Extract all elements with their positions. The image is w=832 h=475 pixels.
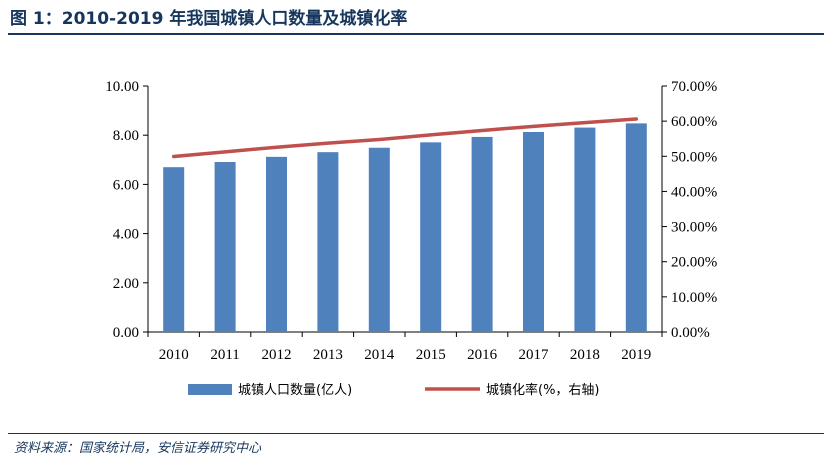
x-tick-label: 2019 (621, 347, 651, 363)
bar-urban-population (574, 127, 596, 332)
x-tick-label: 2010 (159, 347, 189, 363)
bar-urban-population (317, 152, 339, 332)
x-tick-label: 2013 (313, 347, 343, 363)
bar-urban-population (523, 132, 544, 332)
right-tick-label: 10.00% (671, 290, 717, 306)
line-group (171, 117, 639, 159)
chart: 0.00 2.00 4.00 6.00 8.00 10.00 0.00% 10.00% 20.0… (105, 79, 717, 398)
source-note: 资料来源：国家统计局，安信证券研究中心 (14, 441, 262, 456)
bar-urban-population (214, 162, 236, 332)
axes-group: 0.00 2.00 4.00 6.00 8.00 10.00 0.00% 10.00% 20.0… (105, 79, 717, 363)
right-tick-label: 50.00% (671, 149, 717, 165)
legend-line-label: 城镇化率(%，右轴) (486, 382, 600, 398)
left-tick-label: 0.00 (113, 325, 139, 341)
x-tick-label: 2016 (467, 347, 498, 363)
bar-urban-population (625, 123, 647, 332)
legend-bar-swatch (188, 384, 232, 395)
bar-urban-population (420, 142, 442, 332)
left-tick-label: 4.00 (113, 227, 139, 243)
bar-urban-population (471, 136, 493, 332)
x-tick-label: 2011 (210, 347, 239, 363)
legend-bar-label: 城镇人口数量(亿人) (238, 383, 352, 398)
bars-group (163, 123, 647, 332)
x-tick-label: 2014 (364, 347, 395, 363)
x-tick-label: 2018 (570, 347, 600, 363)
bar-urban-population (163, 167, 185, 332)
x-tick-label: 2012 (262, 347, 292, 363)
title-rule (8, 33, 824, 35)
left-tick-label: 8.00 (113, 128, 139, 144)
right-tick-label: 70.00% (671, 79, 717, 95)
bar-urban-population (266, 156, 287, 332)
bar-urban-population (368, 147, 390, 332)
source-rule (8, 433, 824, 434)
line-urbanization-rate (171, 117, 639, 159)
left-tick-label: 2.00 (113, 276, 139, 292)
right-tick-label: 40.00% (671, 184, 717, 200)
right-tick-label: 30.00% (671, 220, 717, 236)
left-tick-label: 6.00 (113, 177, 139, 193)
left-tick-label: 10.00 (105, 79, 139, 95)
right-tick-label: 20.00% (671, 255, 717, 271)
x-tick-label: 2017 (519, 347, 550, 363)
figure-title: 图 1：2010-2019 年我国城镇人口数量及城镇化率 (10, 9, 408, 29)
x-tick-label: 2015 (416, 347, 446, 363)
right-tick-label: 60.00% (671, 114, 717, 130)
legend-group: 城镇人口数量(亿人) 城镇化率(%，右轴) (188, 382, 600, 398)
right-tick-label: 0.00% (671, 325, 710, 341)
